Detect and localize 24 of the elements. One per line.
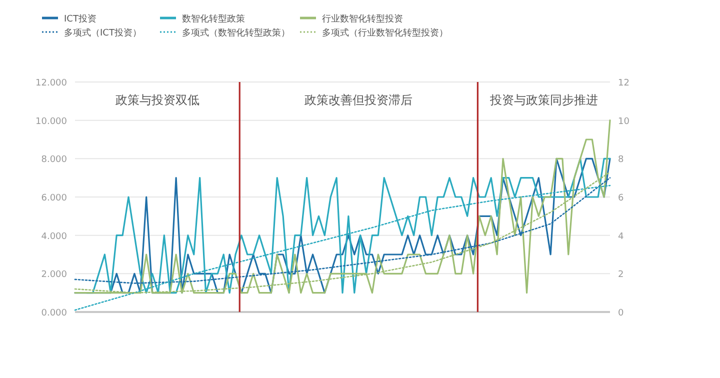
- legend-label: 多项式（ICT投资）: [64, 28, 142, 38]
- y-tick-label: 4.000: [41, 232, 68, 242]
- annotation: 投资与政策同步推进: [488, 93, 598, 107]
- y2-tick-label: 8: [618, 155, 624, 166]
- legend-label: ICT投资: [64, 14, 96, 24]
- legend-label: 行业数智化转型投资: [322, 14, 403, 24]
- y2-tick-label: 12: [618, 78, 630, 88]
- legend-label: 多项式（数智化转型政策）: [182, 28, 290, 38]
- legend-label: 多项式（行业数智化转型投资）: [322, 28, 448, 38]
- y-tick-label: 8.000: [41, 155, 68, 166]
- y2-tick-label: 10: [618, 116, 630, 127]
- y2-tick-label: 4: [618, 232, 624, 242]
- line-series: [74, 120, 611, 294]
- y-tick-label: 2.000: [41, 270, 68, 280]
- y2-tick-label: 0: [618, 308, 624, 318]
- annotation: 政策与投资双低: [115, 93, 200, 107]
- legend-label: 数智化转型政策: [182, 14, 245, 24]
- y-tick-label: 12.000: [36, 78, 68, 88]
- annotation: 政策改善但投资滞后: [304, 93, 413, 107]
- y2-tick-label: 6: [618, 194, 624, 204]
- y-tick-label: 10.000: [36, 116, 68, 127]
- y-tick-label: 6.000: [41, 194, 68, 204]
- y2-tick-label: 2: [618, 270, 624, 280]
- y-tick-label: 0.000: [41, 308, 68, 318]
